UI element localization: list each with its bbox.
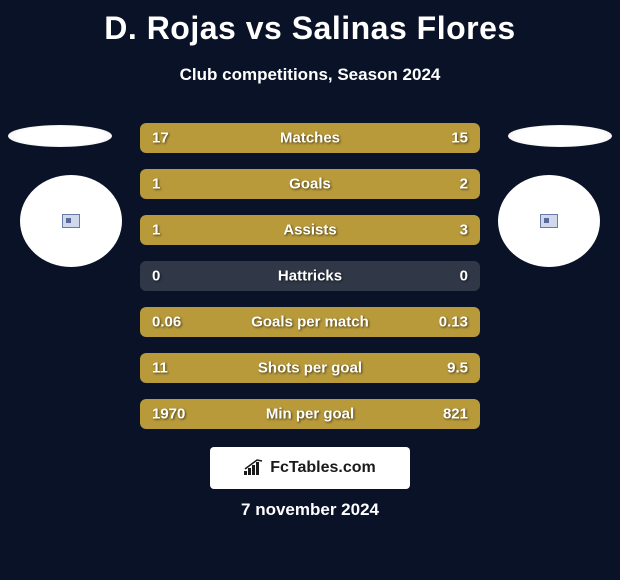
stat-bar-goals: 1 Goals 2 <box>140 169 480 199</box>
bar-value-left: 11 <box>152 360 168 377</box>
placeholder-icon <box>62 214 80 228</box>
bar-value-right: 9.5 <box>447 360 468 377</box>
bar-value-left: 0 <box>152 268 160 285</box>
fctables-logo: FcTables.com <box>210 447 410 489</box>
bar-label: Shots per goal <box>258 360 362 377</box>
page-title: D. Rojas vs Salinas Flores <box>0 0 620 47</box>
player-left-avatar <box>20 175 122 267</box>
logo-text: FcTables.com <box>270 459 376 477</box>
player-right-ellipse <box>508 125 612 147</box>
bar-value-right: 3 <box>460 222 468 239</box>
bar-value-left: 0.06 <box>152 314 181 331</box>
bar-label: Min per goal <box>266 406 354 423</box>
bar-value-right: 821 <box>443 406 468 423</box>
bar-value-right: 2 <box>460 176 468 193</box>
bar-right-fill <box>252 169 480 199</box>
stat-bar-assists: 1 Assists 3 <box>140 215 480 245</box>
date-text: 7 november 2024 <box>0 500 620 520</box>
bar-value-right: 0.13 <box>439 314 468 331</box>
placeholder-icon <box>540 214 558 228</box>
bar-label: Goals per match <box>251 314 369 331</box>
bar-label: Goals <box>289 176 331 193</box>
bar-right-fill <box>225 215 480 245</box>
bar-label: Assists <box>283 222 336 239</box>
bar-label: Matches <box>280 130 340 147</box>
stat-bar-goals-per-match: 0.06 Goals per match 0.13 <box>140 307 480 337</box>
stat-bar-shots-per-goal: 11 Shots per goal 9.5 <box>140 353 480 383</box>
subtitle: Club competitions, Season 2024 <box>0 65 620 85</box>
bar-value-right: 15 <box>451 130 468 147</box>
player-right-avatar <box>498 175 600 267</box>
bar-value-left: 1 <box>152 176 160 193</box>
bar-value-left: 1 <box>152 222 160 239</box>
stat-bar-min-per-goal: 1970 Min per goal 821 <box>140 399 480 429</box>
bar-value-right: 0 <box>460 268 468 285</box>
bar-label: Hattricks <box>278 268 342 285</box>
player-left-ellipse <box>8 125 112 147</box>
stat-bar-matches: 17 Matches 15 <box>140 123 480 153</box>
chart-icon <box>244 459 264 478</box>
bar-value-left: 17 <box>152 130 169 147</box>
stats-bars: 17 Matches 15 1 Goals 2 1 Assists 3 0 Ha… <box>140 123 480 445</box>
stat-bar-hattricks: 0 Hattricks 0 <box>140 261 480 291</box>
bar-value-left: 1970 <box>152 406 185 423</box>
